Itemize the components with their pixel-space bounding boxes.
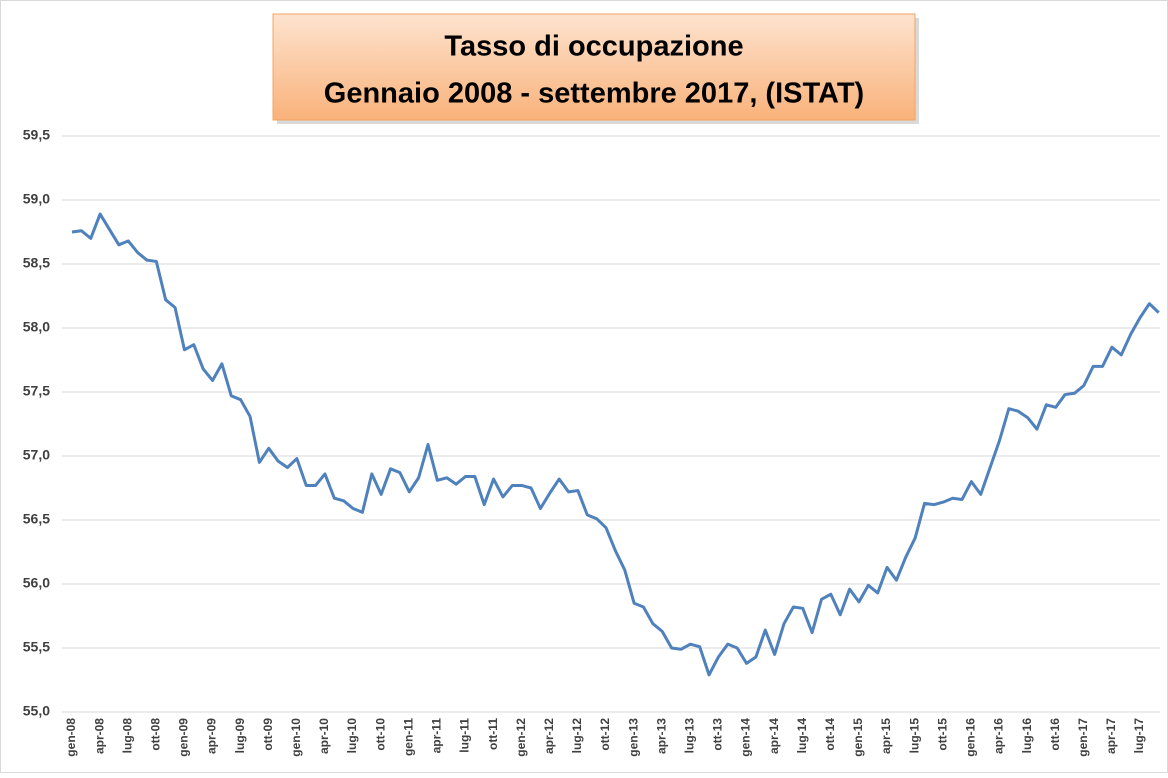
x-tick-label: gen-13 bbox=[626, 718, 640, 757]
x-tick-label: lug-17 bbox=[1132, 718, 1146, 754]
y-tick-label: 58,0 bbox=[23, 319, 50, 335]
x-tick-label: ott-10 bbox=[373, 718, 387, 751]
chart-subtitle: Gennaio 2008 - settembre 2017, (ISTAT) bbox=[324, 78, 864, 110]
x-tick-label: lug-16 bbox=[1020, 718, 1034, 754]
x-tick-label: gen-17 bbox=[1076, 718, 1090, 757]
y-tick-label: 57,5 bbox=[23, 383, 50, 399]
x-tick-label: gen-10 bbox=[289, 718, 303, 757]
y-tick-label: 55,5 bbox=[23, 639, 50, 655]
x-tick-label: gen-16 bbox=[964, 718, 978, 757]
x-tick-label: gen-08 bbox=[64, 718, 78, 757]
plot-area: 55,0 55,5 56,0 56,5 57,0 57,5 58,0 58,5 59,0 59,5… bbox=[23, 127, 1160, 757]
x-tick-label: apr-14 bbox=[767, 718, 781, 754]
x-tick-label: lug-13 bbox=[682, 718, 696, 754]
x-tick-label: ott-15 bbox=[935, 718, 949, 751]
x-tick-label: ott-08 bbox=[148, 718, 162, 751]
x-tick-label: apr-12 bbox=[542, 718, 556, 754]
title-box bbox=[272, 13, 916, 121]
x-tick-label: gen-12 bbox=[514, 718, 528, 757]
x-tick-label: ott-13 bbox=[711, 718, 725, 751]
x-tick-label: gen-14 bbox=[739, 718, 753, 757]
y-tick-label: 59,5 bbox=[23, 127, 50, 143]
chart-title: Tasso di occupazione bbox=[444, 31, 743, 63]
x-tick-label: gen-11 bbox=[401, 718, 415, 756]
y-tick-label: 56,0 bbox=[23, 575, 50, 591]
x-tick-label: apr-17 bbox=[1104, 718, 1118, 754]
x-tick-label: ott-16 bbox=[1048, 718, 1062, 751]
x-tick-label: lug-11 bbox=[458, 718, 472, 753]
x-tick-label: gen-15 bbox=[851, 718, 865, 757]
x-tick-label: lug-09 bbox=[233, 718, 247, 754]
y-tick-label: 58,5 bbox=[23, 255, 50, 271]
y-tick-label: 57,0 bbox=[23, 447, 50, 463]
x-tick-label: apr-13 bbox=[654, 718, 668, 754]
x-tick-label: apr-08 bbox=[92, 718, 106, 754]
x-tick-label: lug-15 bbox=[907, 718, 921, 754]
data-line bbox=[71, 212, 1160, 677]
x-tick-label: gen-09 bbox=[177, 718, 191, 757]
x-tick-label: ott-14 bbox=[823, 718, 837, 751]
x-tick-label: lug-14 bbox=[795, 718, 809, 754]
x-tick-label: apr-10 bbox=[317, 718, 331, 754]
x-tick-label: apr-09 bbox=[205, 718, 219, 754]
x-tick-label: ott-11 bbox=[486, 718, 500, 750]
y-tick-label: 59,0 bbox=[23, 191, 50, 207]
x-tick-label: lug-08 bbox=[120, 718, 134, 754]
x-tick-label: apr-15 bbox=[879, 718, 893, 754]
x-tick-label: ott-12 bbox=[598, 718, 612, 751]
x-tick-label: apr-11 bbox=[430, 718, 444, 754]
x-tick-label: lug-12 bbox=[570, 718, 584, 754]
x-tick-label: lug-10 bbox=[345, 718, 359, 754]
y-tick-label: 55,0 bbox=[23, 703, 50, 719]
x-tick-label: apr-16 bbox=[992, 718, 1006, 754]
x-tick-label: ott-09 bbox=[261, 718, 275, 751]
y-tick-label: 56,5 bbox=[23, 511, 50, 527]
